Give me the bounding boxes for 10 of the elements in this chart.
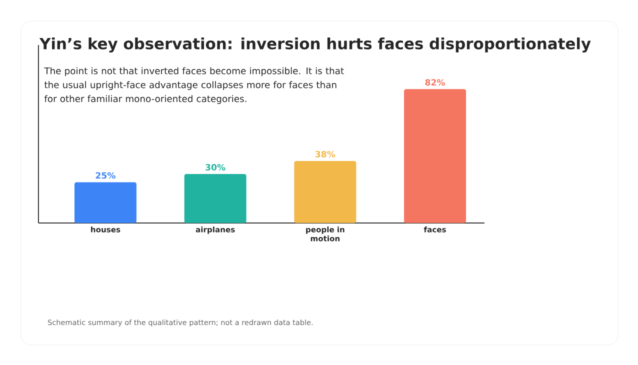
data-label: 82%: [425, 79, 446, 86]
chart-subtitle: The point is not that inverted faces become impossible. It is that the usual upright-face advantage collapses more for faces than for other familiar mono-oriented categories.: [44, 67, 344, 104]
data-label: 38%: [315, 150, 336, 158]
chart-title: Yin’s key observation: inversion hurts faces disproportionately: [39, 37, 591, 53]
bar: [404, 89, 466, 224]
data-label: 30%: [206, 164, 226, 171]
bar: [294, 160, 356, 224]
bar: [74, 182, 136, 224]
data-label: 25%: [96, 172, 116, 179]
bar: [184, 174, 246, 224]
